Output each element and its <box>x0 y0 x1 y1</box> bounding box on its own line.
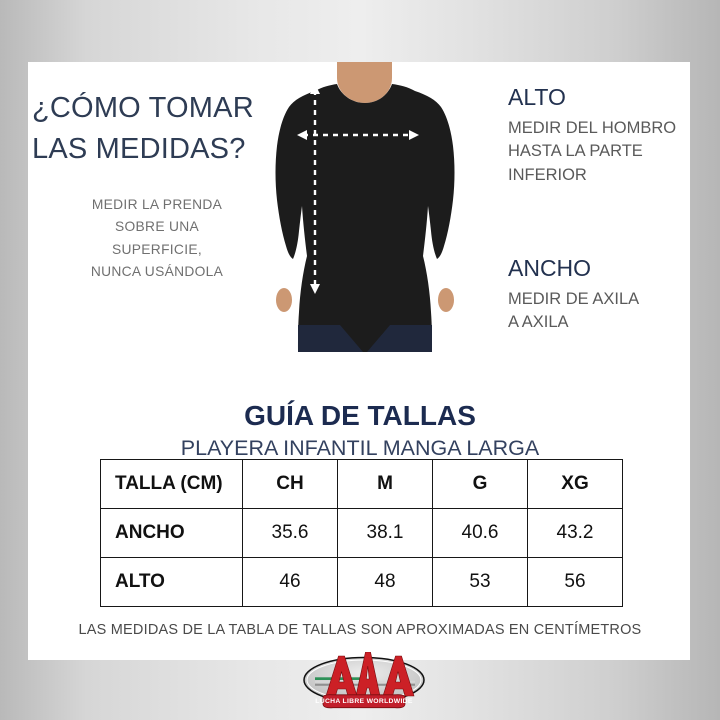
svg-text:LUCHA LIBRE WORLDWIDE: LUCHA LIBRE WORLDWIDE <box>315 698 413 705</box>
